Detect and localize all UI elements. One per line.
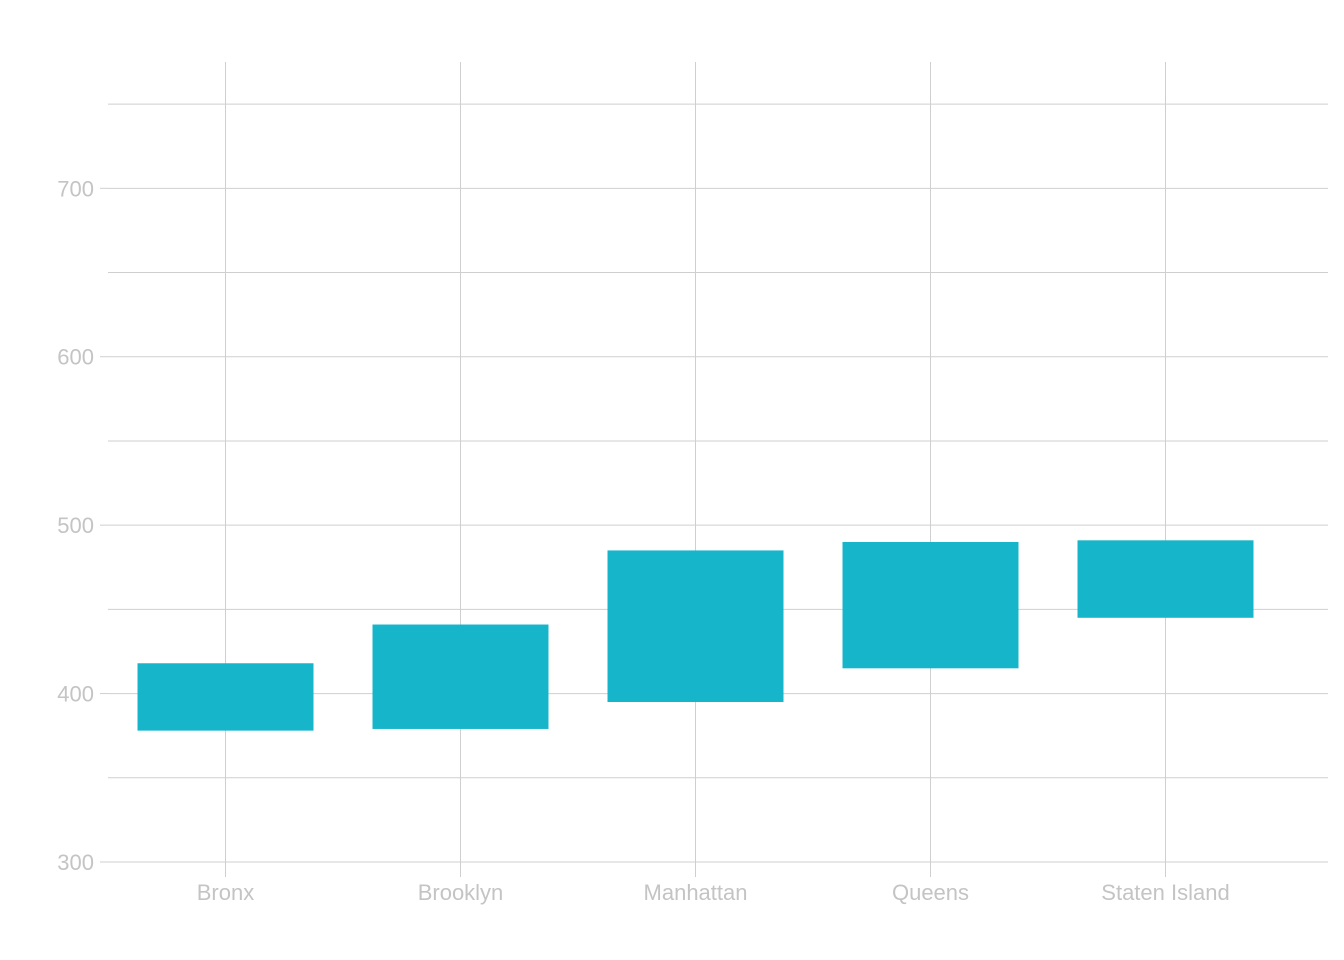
y-tick-label: 300: [57, 850, 94, 875]
x-tick-label: Bronx: [197, 880, 254, 905]
bar-layer: [137, 540, 1254, 731]
x-tick-label: Queens: [892, 880, 969, 905]
range-bar: [842, 542, 1019, 669]
y-tick-label: 700: [57, 176, 94, 201]
y-tick-labels: 300 400 500 600 700: [57, 176, 108, 875]
range-bar: [372, 624, 549, 729]
y-tick-label: 600: [57, 345, 94, 370]
x-tick-label: Brooklyn: [418, 880, 504, 905]
x-tick-label: Manhattan: [644, 880, 748, 905]
y-tick-label: 400: [57, 682, 94, 707]
y-tick-label: 500: [57, 513, 94, 538]
grid-layer: [108, 62, 1328, 877]
range-bar: [1077, 540, 1254, 618]
range-bar: [607, 550, 784, 702]
range-bar: [137, 663, 314, 731]
x-tick-labels: Bronx Brooklyn Manhattan Queens Staten Islan…: [197, 880, 1230, 905]
x-tick-label: Staten Island: [1101, 880, 1229, 905]
